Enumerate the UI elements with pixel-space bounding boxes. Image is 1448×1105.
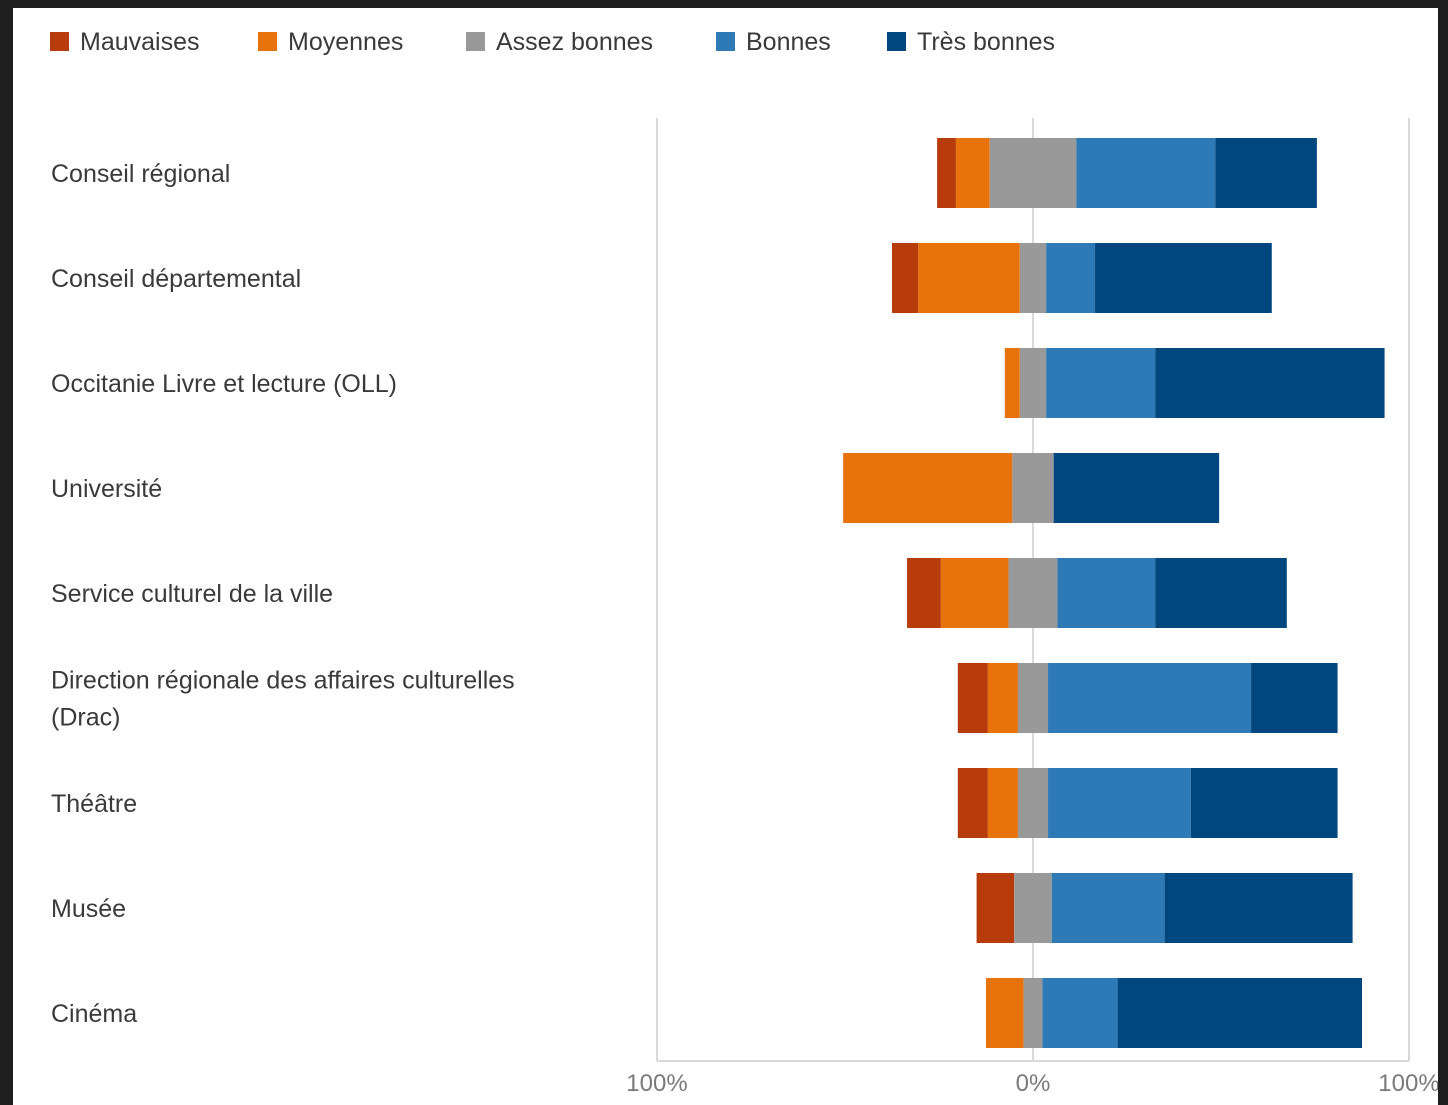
- bar-segment-assez-bonnes: [1017, 768, 1049, 838]
- legend-swatch: [716, 32, 735, 51]
- bar-row-cinema: [986, 978, 1362, 1048]
- legend-item-assez-bonnes: Assez bonnes: [466, 28, 653, 56]
- legend-item-bonnes: Bonnes: [716, 28, 831, 56]
- bar-segment-mauvaises: [937, 138, 956, 208]
- bar-segment-assez-bonnes: [1019, 243, 1047, 313]
- category-label: Musée: [51, 895, 126, 923]
- legend-label: Moyennes: [288, 28, 403, 56]
- x-tick-label: 100%: [626, 1070, 687, 1097]
- bar-segment-tres-bonnes: [1190, 768, 1338, 838]
- category-label: Cinéma: [51, 1000, 137, 1028]
- bar-segment-moyennes: [987, 768, 1018, 838]
- x-tick-label: 100%: [1378, 1070, 1438, 1097]
- bar-segment-mauvaises: [957, 768, 988, 838]
- legend-swatch: [887, 32, 906, 51]
- category-label: Service culturel de la ville: [51, 580, 333, 608]
- category-label: Direction régionale des affaires culture…: [51, 667, 515, 732]
- bar-segment-moyennes: [1004, 348, 1020, 418]
- bar-segment-tres-bonnes: [1251, 663, 1338, 733]
- legend-item-tres-bonnes: Très bonnes: [887, 28, 1055, 56]
- bar-segment-tres-bonnes: [1053, 453, 1220, 523]
- bar-segment-bonnes: [1042, 978, 1118, 1048]
- bar-segment-moyennes: [955, 138, 990, 208]
- bar-segment-moyennes: [940, 558, 1009, 628]
- legend-label: Mauvaises: [80, 28, 200, 56]
- legend-label: Bonnes: [746, 28, 831, 56]
- x-tick-label: 0%: [1016, 1070, 1051, 1097]
- legend-swatch: [258, 32, 277, 51]
- bar-row-universite: [843, 453, 1220, 523]
- bar-segment-assez-bonnes: [1012, 453, 1054, 523]
- bar-row-conseil-departemental: [892, 243, 1272, 313]
- legend-swatch: [50, 32, 69, 51]
- bar-segment-mauvaises: [892, 243, 919, 313]
- bar-segment-tres-bonnes: [1155, 558, 1287, 628]
- bar-segment-moyennes: [918, 243, 1020, 313]
- category-label: Conseil régional: [51, 160, 230, 188]
- bar-segment-moyennes: [986, 978, 1024, 1048]
- bar-row-service-culturel-de-la-ville: [907, 558, 1287, 628]
- bar-row-theatre: [957, 768, 1338, 838]
- x-axis-ticks: 100% 0% 100%: [626, 1070, 1438, 1097]
- chart-frame: Mauvaises Moyennes Assez bonnes Bonnes Très …: [13, 8, 1438, 1105]
- legend-label: Assez bonnes: [496, 28, 653, 56]
- bar-segment-tres-bonnes: [1117, 978, 1362, 1048]
- category-labels: Conseil régional Conseil départemental Occ…: [51, 160, 515, 1028]
- category-label: Conseil départemental: [51, 265, 301, 293]
- bar-segment-mauvaises: [907, 558, 941, 628]
- bar-segment-bonnes: [1046, 348, 1156, 418]
- bar-segment-bonnes: [1076, 138, 1216, 208]
- bar-segment-tres-bonnes: [1215, 138, 1317, 208]
- bar-segment-assez-bonnes: [1017, 663, 1049, 733]
- bars: [843, 138, 1385, 1048]
- legend-item-moyennes: Moyennes: [258, 28, 403, 56]
- bar-segment-bonnes: [1057, 558, 1156, 628]
- legend-label: Très bonnes: [917, 28, 1055, 56]
- diverging-stacked-bar-chart: Mauvaises Moyennes Assez bonnes Bonnes Très …: [50, 28, 1438, 1097]
- bar-segment-tres-bonnes: [1155, 348, 1385, 418]
- bar-row-conseil-regional: [937, 138, 1317, 208]
- bar-segment-moyennes: [843, 453, 1013, 523]
- bar-segment-assez-bonnes: [989, 138, 1077, 208]
- bar-segment-assez-bonnes: [1008, 558, 1058, 628]
- category-label: Occitanie Livre et lecture (OLL): [51, 370, 397, 398]
- bar-row-musee: [976, 873, 1353, 943]
- bar-segment-bonnes: [1048, 663, 1252, 733]
- category-label: Université: [51, 475, 162, 503]
- bar-segment-assez-bonnes: [1014, 873, 1052, 943]
- bar-segment-bonnes: [1051, 873, 1165, 943]
- legend: Mauvaises Moyennes Assez bonnes Bonnes Très …: [50, 28, 1055, 56]
- bar-segment-bonnes: [1048, 768, 1191, 838]
- bar-segment-tres-bonnes: [1095, 243, 1272, 313]
- bar-row-direction-regionale-des-affaires-culturelles-drac: [957, 663, 1338, 733]
- bar-segment-assez-bonnes: [1019, 348, 1047, 418]
- bar-segment-mauvaises: [976, 873, 1015, 943]
- legend-item-mauvaises: Mauvaises: [50, 28, 200, 56]
- category-label: Théâtre: [51, 790, 137, 818]
- bar-segment-tres-bonnes: [1164, 873, 1353, 943]
- bar-segment-moyennes: [987, 663, 1018, 733]
- bar-row-occitanie-livre-et-lecture-oll: [1004, 348, 1385, 418]
- bar-segment-bonnes: [1046, 243, 1096, 313]
- legend-swatch: [466, 32, 485, 51]
- bar-segment-assez-bonnes: [1023, 978, 1043, 1048]
- bar-segment-mauvaises: [957, 663, 988, 733]
